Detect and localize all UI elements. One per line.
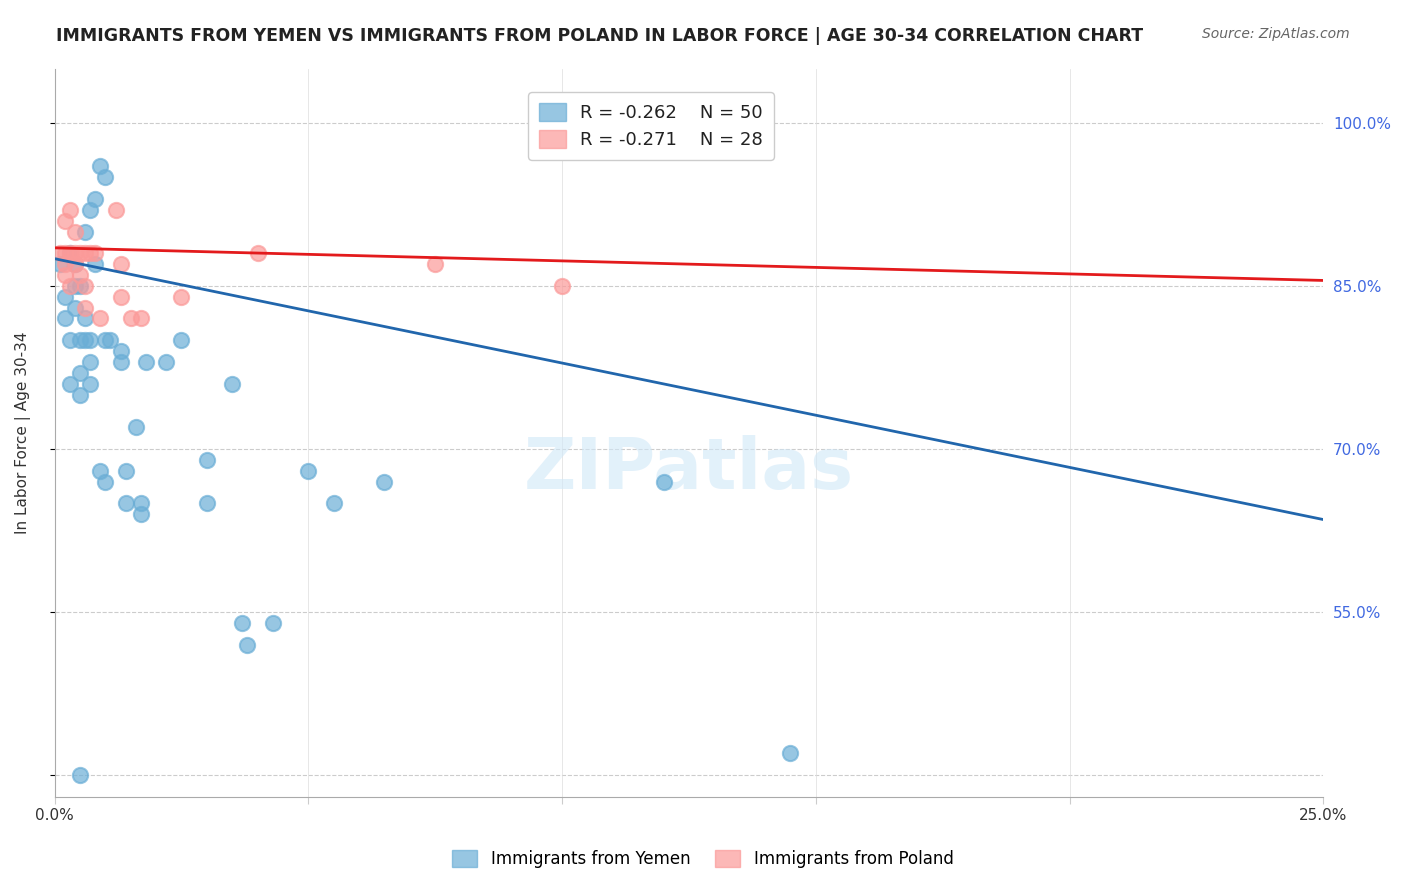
- Point: [69, 366, 91, 380]
- Point: [297, 464, 319, 478]
- Point: [89, 311, 111, 326]
- Point: [73, 301, 96, 315]
- Point: [63, 225, 86, 239]
- Point: [221, 376, 243, 391]
- Point: [53, 246, 76, 260]
- Text: IMMIGRANTS FROM YEMEN VS IMMIGRANTS FROM POLAND IN LABOR FORCE | AGE 30-34 CORRE: IMMIGRANTS FROM YEMEN VS IMMIGRANTS FROM…: [56, 27, 1143, 45]
- Point: [53, 290, 76, 304]
- Point: [231, 615, 253, 630]
- Point: [84, 257, 107, 271]
- Point: [73, 333, 96, 347]
- Point: [195, 452, 218, 467]
- Point: [69, 768, 91, 782]
- Point: [322, 496, 344, 510]
- Point: [110, 344, 132, 359]
- Point: [73, 246, 96, 260]
- Point: [94, 475, 117, 489]
- Point: [262, 615, 284, 630]
- Point: [120, 311, 142, 326]
- Point: [94, 333, 117, 347]
- Point: [155, 355, 177, 369]
- Point: [69, 333, 91, 347]
- Point: [84, 192, 107, 206]
- Point: [84, 246, 107, 260]
- Point: [135, 355, 157, 369]
- Point: [129, 496, 152, 510]
- Point: [170, 333, 193, 347]
- Point: [59, 246, 82, 260]
- Point: [48, 246, 70, 260]
- Point: [63, 301, 86, 315]
- Point: [73, 311, 96, 326]
- Point: [59, 278, 82, 293]
- Point: [170, 290, 193, 304]
- Point: [79, 246, 101, 260]
- Point: [79, 355, 101, 369]
- Point: [69, 246, 91, 260]
- Point: [63, 246, 86, 260]
- Point: [63, 278, 86, 293]
- Point: [129, 311, 152, 326]
- Point: [373, 475, 395, 489]
- Point: [100, 333, 122, 347]
- Point: [79, 376, 101, 391]
- Point: [425, 257, 447, 271]
- Point: [73, 278, 96, 293]
- Point: [236, 638, 259, 652]
- Point: [114, 496, 136, 510]
- Legend: Immigrants from Yemen, Immigrants from Poland: Immigrants from Yemen, Immigrants from P…: [446, 843, 960, 875]
- Point: [104, 202, 127, 217]
- Legend: R = -0.262    N = 50, R = -0.271    N = 28: R = -0.262 N = 50, R = -0.271 N = 28: [527, 92, 773, 160]
- Y-axis label: In Labor Force | Age 30-34: In Labor Force | Age 30-34: [15, 331, 31, 533]
- Point: [652, 475, 675, 489]
- Point: [59, 202, 82, 217]
- Point: [59, 376, 82, 391]
- Point: [63, 257, 86, 271]
- Point: [53, 257, 76, 271]
- Point: [779, 746, 801, 760]
- Point: [246, 246, 269, 260]
- Point: [53, 213, 76, 227]
- Text: ZIPatlas: ZIPatlas: [524, 434, 853, 503]
- Point: [110, 257, 132, 271]
- Point: [79, 333, 101, 347]
- Point: [69, 387, 91, 401]
- Point: [53, 311, 76, 326]
- Point: [69, 278, 91, 293]
- Point: [195, 496, 218, 510]
- Point: [53, 268, 76, 282]
- Point: [129, 507, 152, 521]
- Text: Source: ZipAtlas.com: Source: ZipAtlas.com: [1202, 27, 1350, 41]
- Point: [110, 355, 132, 369]
- Point: [89, 159, 111, 173]
- Point: [59, 246, 82, 260]
- Point: [69, 268, 91, 282]
- Point: [125, 420, 148, 434]
- Point: [114, 464, 136, 478]
- Point: [63, 257, 86, 271]
- Point: [110, 290, 132, 304]
- Point: [79, 202, 101, 217]
- Point: [551, 278, 574, 293]
- Point: [94, 170, 117, 185]
- Point: [73, 225, 96, 239]
- Point: [59, 333, 82, 347]
- Point: [89, 464, 111, 478]
- Point: [48, 257, 70, 271]
